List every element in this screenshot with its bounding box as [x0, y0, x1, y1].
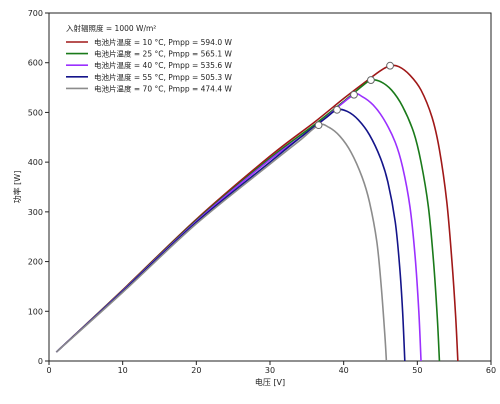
series-line-1 [55, 64, 459, 362]
mpp-marker-2 [367, 76, 375, 84]
mpp-marker-5 [314, 121, 323, 130]
legend-header: 入射辐照度 = 1000 W/m² [66, 23, 156, 33]
x-tick-label: 0 [46, 366, 51, 375]
mpp-marker-1 [386, 61, 394, 70]
legend-label-3: 电池片温度 = 40 °C, Pmpp = 535.6 W [94, 60, 232, 70]
y-tick-label: 500 [28, 108, 43, 117]
mpp-marker-4 [333, 105, 341, 114]
series-line-3 [55, 93, 422, 362]
series-line-5 [55, 123, 388, 362]
x-tick-label: 60 [486, 366, 496, 375]
series-line-2 [55, 78, 441, 362]
y-tick-label: 100 [28, 307, 43, 316]
legend-label-1: 电池片温度 = 10 °C, Pmpp = 594.0 W [94, 37, 232, 47]
x-tick-label: 10 [118, 366, 128, 375]
y-tick-label: 300 [28, 208, 43, 217]
x-tick-label: 30 [265, 366, 275, 375]
mpp-marker-3 [350, 90, 358, 99]
y-axis-label: 功率 [W] [12, 171, 22, 204]
legend-label-4: 电池片温度 = 55 °C, Pmpp = 505.3 W [94, 72, 232, 82]
y-tick-label: 200 [28, 258, 43, 267]
series-line-4 [55, 108, 406, 362]
x-tick-label: 50 [412, 366, 422, 375]
y-tick-label: 600 [28, 59, 43, 68]
x-tick-label: 40 [339, 366, 349, 375]
y-tick-label: 400 [28, 158, 43, 167]
y-tick-label: 0 [38, 357, 43, 366]
legend-label-2: 电池片温度 = 25 °C, Pmpp = 565.1 W [94, 49, 232, 59]
y-tick-label: 700 [28, 9, 43, 18]
x-tick-label: 20 [191, 366, 201, 375]
x-axis-label: 电压 [V] [255, 377, 285, 387]
legend-label-5: 电池片温度 = 70 °C, Pmpp = 474.4 W [94, 83, 232, 93]
